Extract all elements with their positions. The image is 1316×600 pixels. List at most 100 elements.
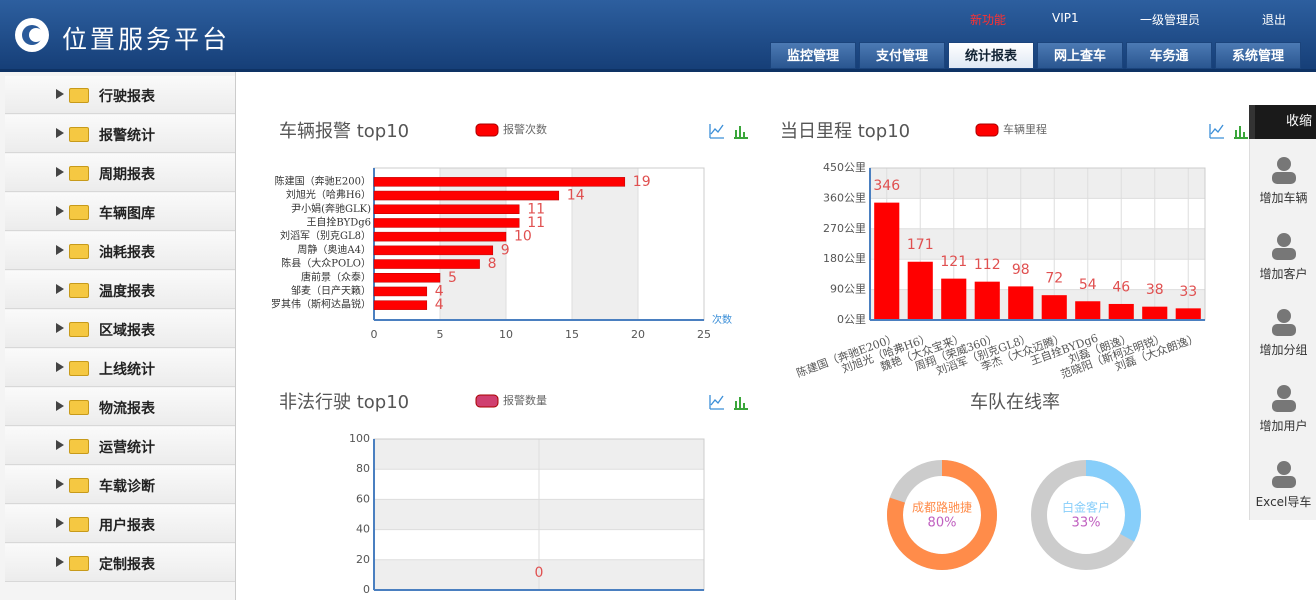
menu-item[interactable]: 周期报表 — [5, 154, 235, 192]
bar-chart-icon — [734, 397, 748, 410]
folder-icon — [69, 283, 89, 298]
nav-tab[interactable]: 系统管理 — [1215, 42, 1301, 69]
bar — [373, 273, 441, 283]
menu-item[interactable]: 车辆图库 — [5, 193, 235, 231]
chart-title: 车辆报警 top10 — [279, 121, 409, 142]
bar — [1075, 301, 1101, 321]
data-label: 121 — [940, 254, 967, 270]
line-chart-icon — [1209, 124, 1224, 139]
toolbar-button[interactable]: Excel导车 — [1250, 451, 1316, 527]
x-tick-label: 20 — [631, 328, 645, 341]
top-link[interactable]: 退出 — [1262, 13, 1287, 27]
data-label: 38 — [1146, 282, 1164, 298]
toolbar-button[interactable]: 增加车辆 — [1250, 147, 1316, 223]
expand-arrow — [56, 557, 64, 567]
menu-item[interactable]: 温度报表 — [5, 271, 235, 309]
bar — [373, 177, 626, 187]
menu-label: 报警统计 — [99, 128, 155, 144]
top-link[interactable]: VIP1 — [1052, 11, 1079, 25]
category-label: 邹麦（日产天籁） — [291, 284, 371, 297]
bar — [941, 278, 967, 321]
menu-item[interactable]: 行驶报表 — [5, 76, 235, 114]
menu-label: 温度报表 — [99, 284, 155, 300]
folder-icon — [69, 127, 89, 142]
menu-item[interactable]: 用户报表 — [5, 505, 235, 543]
nav-tab[interactable]: 网上查车 — [1037, 42, 1123, 69]
category-label: 刘滔军（别克GL8） — [280, 230, 371, 242]
data-label: 8 — [488, 256, 497, 272]
bar — [974, 281, 1000, 321]
nav-tab[interactable]: 支付管理 — [859, 42, 945, 69]
bar — [373, 245, 494, 256]
folder-icon — [69, 478, 89, 493]
toolbar-button[interactable]: 增加用户 — [1250, 375, 1316, 451]
bar — [373, 204, 520, 214]
category-label: 陈县（大众POLO） — [281, 257, 371, 270]
legend-swatch — [975, 123, 999, 137]
button-icon — [1271, 385, 1296, 412]
y-tick-label: 0公里 — [837, 313, 866, 326]
data-label: 171 — [907, 237, 934, 253]
bar — [874, 202, 900, 321]
legend-label: 报警数量 — [503, 393, 547, 407]
data-label: 4 — [435, 297, 444, 313]
donut-arc — [887, 460, 997, 570]
grid-band — [870, 228, 1205, 260]
bar — [1041, 295, 1067, 321]
chart-title: 非法行驶 top10 — [279, 392, 409, 413]
bar — [907, 261, 933, 321]
menu-item[interactable]: 运营统计 — [5, 427, 235, 465]
data-label: 54 — [1079, 277, 1097, 293]
data-label: 346 — [873, 178, 900, 194]
menu-item[interactable]: 油耗报表 — [5, 232, 235, 270]
menu-item[interactable]: 物流报表 — [5, 388, 235, 426]
menu-label: 物流报表 — [99, 401, 155, 417]
expand-arrow — [56, 206, 64, 216]
button-icon — [1271, 309, 1296, 336]
nav-tab[interactable]: 统计报表 — [948, 42, 1034, 69]
bar — [373, 300, 428, 310]
y-tick-label: 360公里 — [823, 191, 866, 204]
toolbar-button[interactable]: 增加客户 — [1250, 223, 1316, 299]
menu-item[interactable]: 区域报表 — [5, 310, 235, 348]
data-label: 112 — [974, 257, 1001, 273]
expand-arrow — [56, 440, 64, 450]
toolbar-button[interactable]: 增加分组 — [1250, 299, 1316, 375]
chart-title: 当日里程 top10 — [780, 121, 910, 142]
data-label: 46 — [1112, 279, 1130, 295]
y-tick-label: 40 — [356, 523, 370, 536]
collapse-button[interactable]: 收缩 — [1249, 105, 1316, 139]
category-label: 尹小娟(奔驰GLK) — [291, 202, 371, 215]
folder-icon — [69, 556, 89, 571]
top-link[interactable]: 一级管理员 — [1140, 13, 1201, 27]
top-link[interactable]: 新功能 — [970, 13, 1007, 27]
y-tick-label: 270公里 — [823, 222, 866, 235]
button-label: 增加车辆 — [1259, 191, 1308, 205]
menu-item[interactable]: 定制报表 — [5, 544, 235, 582]
bar-chart-icon — [734, 126, 748, 139]
menu-label: 油耗报表 — [99, 245, 155, 261]
expand-arrow — [56, 362, 64, 372]
folder-icon — [69, 361, 89, 376]
bar — [1175, 308, 1201, 321]
nav-tab[interactable]: 车务通 — [1126, 42, 1212, 69]
bar — [373, 259, 480, 269]
data-label: 11 — [527, 215, 545, 231]
menu-label: 行驶报表 — [99, 89, 155, 105]
menu-item[interactable]: 车载诊断 — [5, 466, 235, 504]
data-label: 5 — [448, 270, 457, 286]
menu-item[interactable]: 上线统计 — [5, 349, 235, 387]
logo-icon — [15, 18, 49, 52]
nav-tab[interactable]: 监控管理 — [770, 42, 856, 69]
logo-text: 位置服务平台 — [62, 25, 231, 54]
data-label: 98 — [1012, 262, 1030, 278]
menu-item[interactable]: 报警统计 — [5, 115, 235, 153]
toolbar: 增加车辆 增加客户 增加分组 增加用户 Excel导车 — [1249, 139, 1316, 520]
legend-label: 报警次数 — [503, 122, 547, 136]
bar — [1008, 286, 1034, 321]
expand-arrow — [56, 167, 64, 177]
donut-name: 白金客户 — [1062, 500, 1110, 515]
sidebar: 行驶报表报警统计周期报表 车辆图库油耗报表温度报表区域报表 上线统计物流报表运营统计… — [0, 72, 236, 600]
expand-arrow — [56, 518, 64, 528]
